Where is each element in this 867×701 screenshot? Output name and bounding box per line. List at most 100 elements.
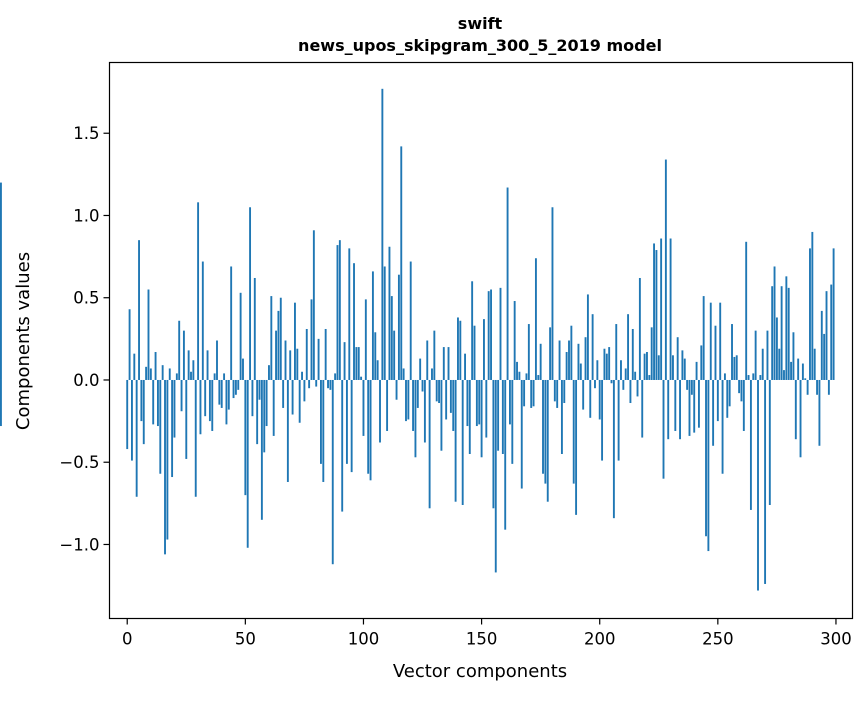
bar — [631, 328, 634, 380]
bar — [400, 146, 403, 380]
bar — [164, 379, 166, 555]
bar — [438, 379, 441, 404]
bar — [428, 379, 431, 509]
bar — [738, 379, 741, 394]
bar — [568, 340, 570, 380]
bar — [175, 373, 178, 380]
bar — [646, 352, 648, 380]
bar — [501, 379, 504, 454]
bar — [336, 245, 339, 380]
x-axis-label: Vector components — [393, 661, 567, 682]
bar — [253, 277, 256, 380]
bar — [549, 327, 552, 380]
bar — [208, 379, 211, 422]
bar — [783, 370, 785, 380]
bar — [468, 379, 471, 454]
bar — [707, 379, 710, 552]
bar — [246, 379, 249, 548]
bar — [681, 350, 684, 380]
bar — [728, 379, 731, 407]
bar — [244, 379, 247, 496]
bar — [140, 379, 143, 422]
bar — [617, 379, 620, 461]
x-tick-label: 100 — [348, 630, 380, 649]
bar — [131, 379, 133, 461]
bar — [353, 263, 355, 380]
y-tick-label: −0.5 — [59, 453, 99, 472]
bar — [752, 373, 755, 380]
bar — [270, 296, 273, 380]
x-tick-label: 250 — [702, 630, 734, 649]
y-axis-ticks: −1.0 −0.5 0.0 0.5 1.0 1.5 — [59, 124, 110, 554]
bar — [771, 286, 774, 380]
bar — [0, 182, 2, 380]
bar — [816, 379, 819, 395]
bar — [764, 379, 767, 584]
bar — [327, 379, 329, 389]
bar — [360, 376, 363, 380]
bar — [480, 379, 483, 458]
y-axis-label: Components values — [13, 252, 34, 430]
bar — [379, 379, 381, 443]
bar — [697, 379, 700, 428]
bar — [362, 379, 365, 436]
bar — [185, 379, 188, 459]
bar — [586, 294, 589, 380]
bar — [794, 379, 797, 440]
bar — [407, 379, 410, 420]
bar — [749, 379, 752, 510]
bar-series — [0, 88, 835, 591]
bar — [563, 379, 566, 404]
bar — [504, 379, 507, 530]
bar — [610, 379, 613, 384]
bar — [445, 379, 448, 420]
bar — [268, 365, 270, 380]
bar — [693, 379, 696, 433]
bar — [457, 317, 459, 380]
bar — [171, 379, 174, 478]
x-axis-ticks: 0 50 100 150 200 250 300 — [122, 618, 852, 649]
bar — [449, 379, 452, 413]
bar — [178, 320, 181, 380]
bar — [560, 379, 563, 454]
bar — [234, 379, 237, 395]
bar — [622, 379, 625, 390]
bar — [223, 373, 226, 380]
bar — [818, 379, 821, 446]
bar — [308, 379, 311, 389]
bar — [459, 320, 462, 380]
bar — [714, 325, 717, 380]
bar — [823, 333, 826, 380]
bar — [152, 379, 155, 425]
bar — [775, 317, 778, 380]
bar — [813, 348, 816, 380]
bar — [719, 302, 722, 380]
bar — [265, 379, 268, 427]
bar — [364, 299, 367, 380]
bar — [520, 379, 523, 489]
chart-title: swift — [458, 14, 503, 33]
bar — [558, 340, 561, 380]
bar — [629, 379, 632, 404]
x-tick-label: 200 — [584, 630, 616, 649]
bar — [513, 301, 516, 380]
bar — [249, 207, 252, 380]
bar — [275, 330, 277, 380]
bar — [218, 379, 221, 405]
bar — [161, 365, 164, 380]
bar — [237, 379, 240, 390]
x-tick-label: 50 — [235, 630, 256, 649]
bar — [331, 379, 334, 565]
bar — [357, 347, 360, 380]
bar — [655, 250, 658, 380]
bar — [672, 355, 674, 380]
bar — [260, 379, 263, 520]
bar — [412, 379, 415, 431]
bar — [194, 379, 197, 497]
bar — [197, 202, 200, 380]
bar — [620, 360, 622, 380]
bar — [294, 302, 296, 380]
bar — [570, 325, 573, 380]
bar — [575, 379, 578, 515]
